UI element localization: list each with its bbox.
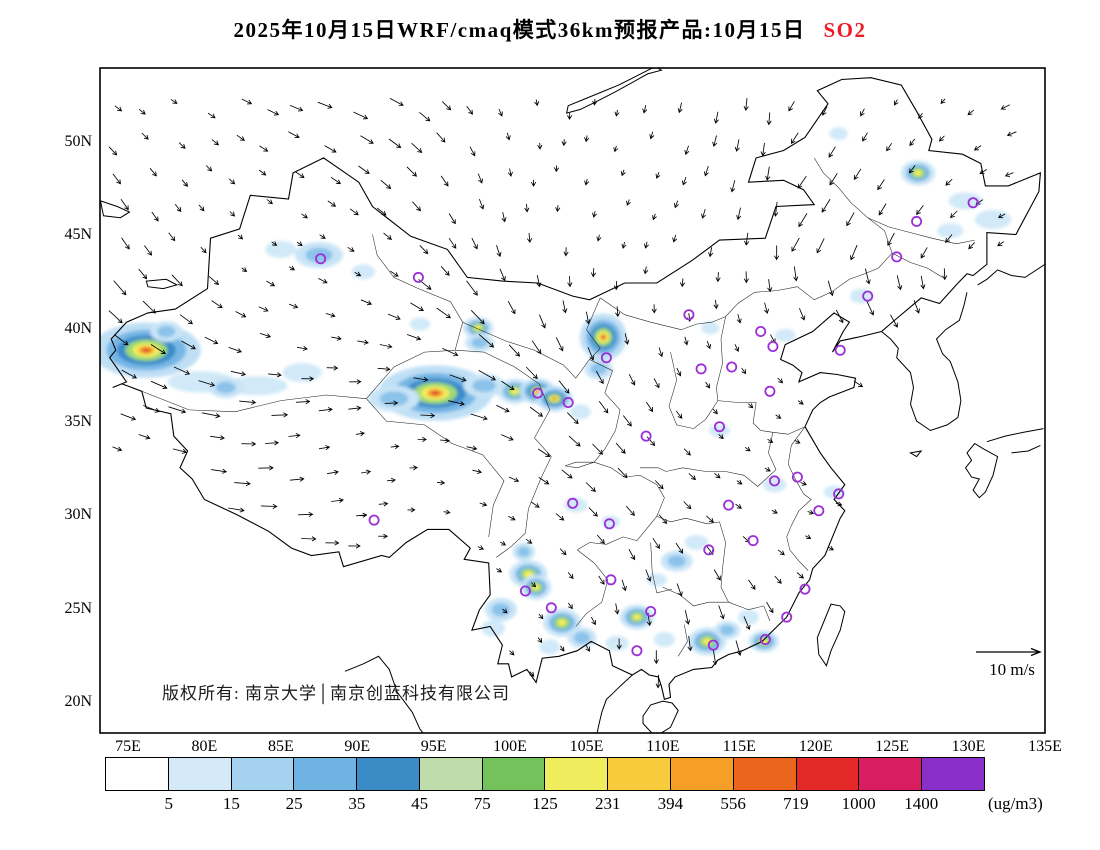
lon-tick-label: 125E: [875, 738, 910, 755]
lat-tick-label: 50N: [64, 133, 92, 150]
colorbar-cell: [922, 758, 984, 790]
colorbar-tick-label: 1000: [841, 794, 876, 813]
lon-tick-label: 115E: [722, 738, 756, 755]
lon-tick-label: 100E: [493, 738, 527, 755]
colorbar-tick-label: 719: [783, 794, 809, 813]
lon-tick-label: 110E: [646, 738, 680, 755]
colorbar-tick-label: 394: [657, 794, 684, 813]
lat-tick-label: 25N: [64, 599, 92, 617]
colorbar-cell: [859, 758, 923, 790]
colorbar-tick-label: 45: [411, 794, 429, 813]
colorbar-unit: (ug/m3): [988, 794, 1043, 813]
colorbar-tick-label: 25: [285, 794, 303, 813]
lon-tick-label: 90E: [344, 738, 371, 755]
lon-tick-label: 95E: [420, 738, 447, 755]
map-frame: [99, 67, 1046, 734]
colorbar-cell: [294, 758, 358, 790]
lat-tick-label: 30N: [64, 506, 92, 524]
colorbar-cell: [106, 758, 169, 790]
lon-tick-label: 130E: [951, 738, 986, 755]
colorbar-cell: [796, 758, 860, 790]
lon-tick-label: 85E: [267, 738, 294, 755]
lon-tick-label: 135E: [1028, 738, 1062, 755]
coastlines-borders: [100, 68, 1045, 733]
colorbar-tick-label: 75: [473, 794, 491, 813]
lon-tick-label: 120E: [798, 738, 833, 755]
title-main: 2025年10月15日WRF/cmaq模式36km预报产品:10月15日: [233, 18, 806, 42]
colorbar-cell: [545, 758, 609, 790]
colorbar-cell: [168, 758, 232, 790]
so2-concentration-layer: [100, 127, 1012, 656]
colorbar-tick-label: 5: [164, 794, 173, 813]
lat-tick-label: 20N: [64, 693, 92, 710]
page-title: 2025年10月15日WRF/cmaq模式36km预报产品:10月15日 SO2: [0, 14, 1100, 44]
lat-tick-label: 40N: [64, 319, 92, 337]
colorbar-cell: [357, 758, 420, 790]
lat-tick-label: 35N: [64, 413, 92, 430]
wind-scale-label: 10 m/s: [989, 660, 1035, 679]
title-species: SO2: [823, 18, 867, 42]
colorbar-cell: [608, 758, 672, 790]
station-markers: [315, 197, 979, 657]
colorbar-cell: [231, 758, 295, 790]
colorbar: [105, 757, 985, 791]
lon-tick-label: 80E: [191, 738, 218, 755]
colorbar-tick-label: 231: [594, 794, 621, 813]
colorbar-tick-label: 556: [720, 794, 746, 813]
wind-vector-field: [108, 97, 1017, 689]
lat-tick-label: 45N: [64, 226, 92, 244]
colorbar-cell: [482, 758, 546, 790]
colorbar-tick-label: 35: [348, 794, 366, 813]
copyright-text: 版权所有: 南京大学│南京创蓝科技有限公司: [162, 684, 511, 703]
colorbar-tick-label: 1400: [904, 794, 939, 813]
colorbar-cell: [671, 758, 734, 790]
wind-scale-arrow: [976, 647, 1042, 657]
lon-tick-label: 75E: [115, 738, 141, 755]
colorbar-cell: [419, 758, 483, 790]
colorbar-tick-label: 125: [532, 794, 558, 813]
colorbar-tick-label: 15: [222, 794, 240, 813]
colorbar-cell: [733, 758, 797, 790]
lon-tick-label: 105E: [569, 738, 604, 755]
